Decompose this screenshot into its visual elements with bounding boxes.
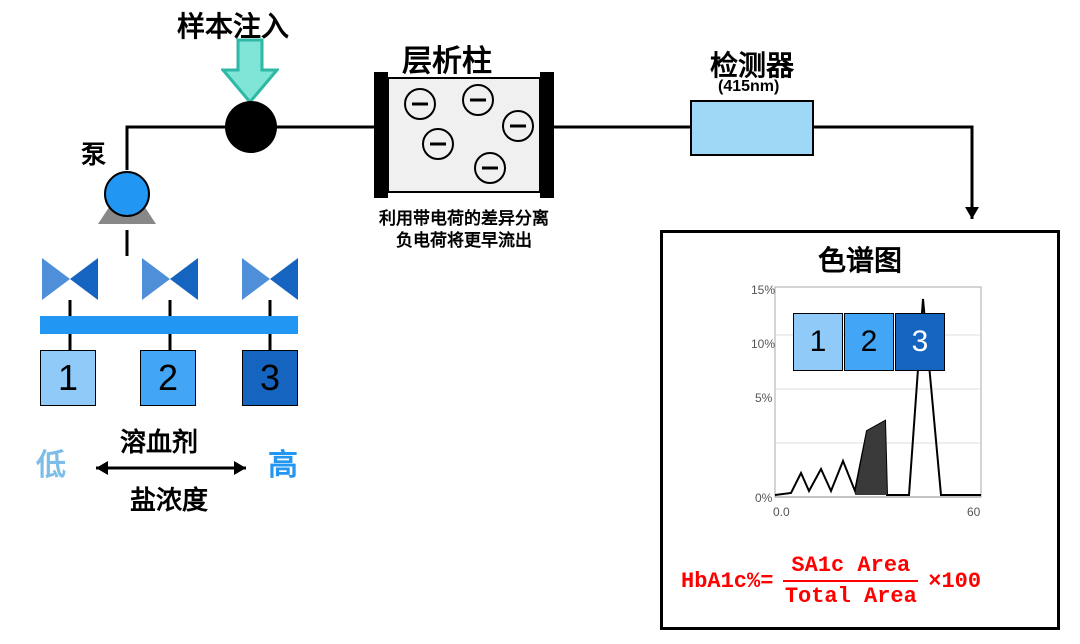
valve-connectors — [40, 230, 300, 360]
legend-box-3: 3 — [895, 313, 945, 371]
double-arrow-icon — [86, 458, 256, 478]
low-label: 低 — [36, 440, 66, 484]
line-injector-to-column — [276, 124, 390, 134]
sample-injection-arrow-icon — [221, 38, 279, 106]
column-desc2: 负电荷将更早流出 — [364, 226, 564, 251]
reagent-box-3-label: 3 — [260, 357, 280, 399]
reagent-label: 溶血剂 — [120, 422, 198, 459]
line-pump-to-injector — [124, 124, 234, 174]
line-detector-to-chromatogram — [812, 123, 1012, 233]
xtick-60: 60 — [967, 505, 980, 519]
formula: HbA1c%= SA1c Area Total Area ×100 — [681, 553, 981, 609]
chromatogram-title: 色谱图 — [663, 239, 1057, 279]
detector-nm: (415nm) — [718, 78, 779, 96]
ytick-15: 15% — [751, 283, 775, 297]
legend-box-3-label: 3 — [912, 325, 929, 359]
legend-box-2-label: 2 — [861, 325, 878, 359]
reagent-box-1-label: 1 — [58, 357, 78, 399]
legend-box-1-label: 1 — [810, 325, 827, 359]
legend-box-2: 2 — [844, 313, 894, 371]
ytick-0: 0% — [755, 491, 772, 505]
column-icon — [374, 72, 554, 198]
formula-numerator: SA1c Area — [783, 553, 918, 582]
salt-label: 盐浓度 — [130, 480, 208, 517]
formula-left: HbA1c%= — [681, 569, 773, 594]
chromatogram-panel: 色谱图 15% 10% 5% 0% 0.0 60 1 2 3 HbA1c%= — [660, 230, 1060, 630]
line-column-to-detector — [552, 124, 692, 134]
formula-times: ×100 — [928, 569, 981, 594]
ytick-5: 5% — [755, 391, 772, 405]
reagent-box-2-label: 2 — [158, 357, 178, 399]
ytick-10: 10% — [751, 337, 775, 351]
diagram-root: 样本注入 泵 1 2 3 — [0, 0, 1080, 644]
pump-label: 泵 — [81, 135, 106, 171]
pump-icon — [96, 170, 158, 228]
xtick-0: 0.0 — [773, 505, 790, 519]
legend-box-1: 1 — [793, 313, 843, 371]
formula-denominator: Total Area — [785, 582, 917, 609]
detector-box — [690, 100, 814, 156]
high-label: 高 — [268, 440, 298, 484]
